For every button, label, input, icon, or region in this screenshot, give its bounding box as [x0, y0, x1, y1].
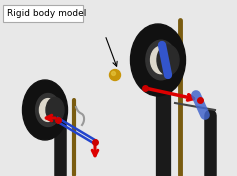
- Ellipse shape: [36, 93, 60, 127]
- Ellipse shape: [39, 99, 57, 121]
- Ellipse shape: [157, 45, 179, 75]
- Ellipse shape: [109, 70, 120, 80]
- FancyBboxPatch shape: [3, 5, 83, 22]
- Text: Rigid body model: Rigid body model: [7, 10, 86, 18]
- Ellipse shape: [111, 71, 115, 76]
- Ellipse shape: [131, 24, 186, 96]
- Ellipse shape: [146, 40, 176, 80]
- Ellipse shape: [46, 98, 64, 122]
- Ellipse shape: [150, 46, 171, 74]
- Ellipse shape: [23, 80, 68, 140]
